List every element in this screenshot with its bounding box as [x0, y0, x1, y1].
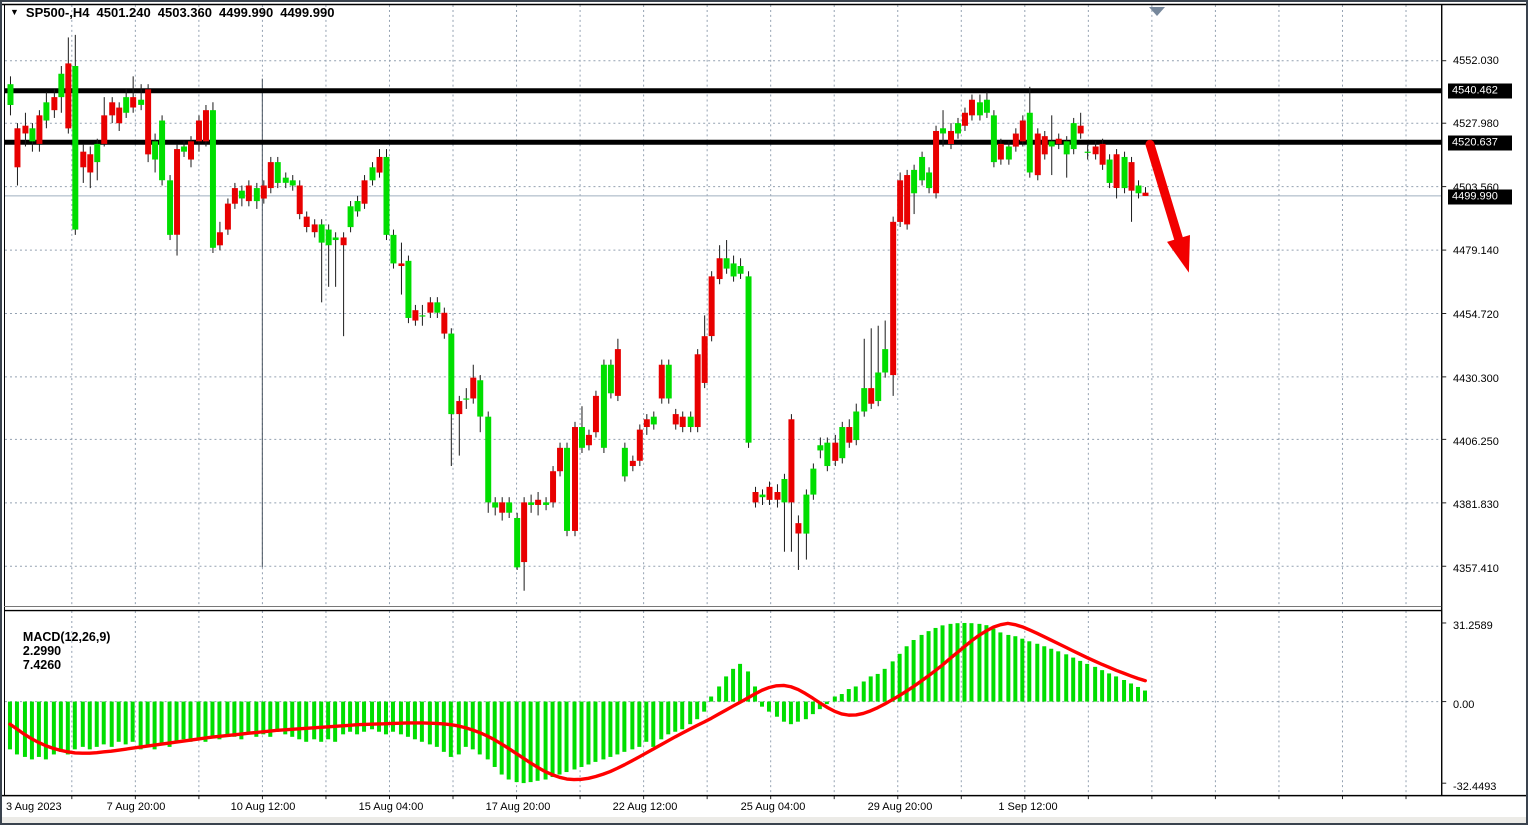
scroll-to-end-marker-icon[interactable]: [1149, 7, 1165, 16]
candles: [7, 34, 1149, 591]
price-axis-label: 4454.720: [1453, 309, 1499, 321]
ohlc-high: 4503.360: [157, 5, 212, 20]
trend-arrow[interactable]: [1145, 139, 1185, 249]
time-axis-label: 1 Sep 12:00: [998, 801, 1058, 813]
time-axis-label: 7 Aug 20:00: [106, 801, 166, 813]
chart-title: ▼ SP500-,H4 4501.240 4503.360 4499.990 4…: [10, 5, 334, 20]
trend-arrow-head: [1167, 234, 1190, 273]
time-axis-label: 22 Aug 12:00: [612, 801, 678, 813]
time-axis[interactable]: 3 Aug 2023 7 Aug 20:00 10 Aug 12:00 15 Aug …: [2, 801, 1445, 817]
price-badge: 4540.462: [1448, 83, 1512, 99]
macd-signal-value: 7.4260: [22, 658, 62, 672]
ohlc-close: 4499.990: [280, 5, 335, 20]
price-axis-label: 4527.980: [1453, 118, 1499, 130]
price-axis-label: 4381.830: [1453, 499, 1499, 511]
time-axis-label: 25 Aug 04:00: [740, 801, 806, 813]
time-axis-label: 10 Aug 12:00: [230, 801, 296, 813]
macd-axis-label: 31.2589: [1453, 620, 1493, 632]
symbol-dropdown-icon[interactable]: ▼: [10, 7, 19, 17]
price-badge: 4499.990: [1448, 189, 1512, 205]
ohlc-open: 4501.240: [96, 5, 151, 20]
price-badge: 4520.637: [1448, 135, 1512, 151]
time-axis-label: 29 Aug 20:00: [867, 801, 933, 813]
macd-main-value: 2.2990: [22, 644, 62, 658]
macd-axis-label: 0.00: [1453, 699, 1475, 711]
time-axis-label: 3 Aug 2023: [6, 801, 62, 813]
price-axis-label: 4357.410: [1453, 563, 1499, 575]
price-axis-label: 4552.030: [1453, 55, 1499, 67]
macd-signal-line: [8, 621, 1147, 782]
window-bottom-strip: [2, 817, 1526, 823]
macd-histogram: [7, 622, 1147, 784]
price-axis-label: 4430.300: [1453, 373, 1499, 385]
time-axis-label: 17 Aug 20:00: [485, 801, 551, 813]
ohlc-low: 4499.990: [218, 5, 274, 20]
macd-axis-label: -32.4493: [1453, 781, 1497, 793]
macd-indicator-label: MACD(12,26,9) 2.2990 7.4260: [9, 616, 116, 686]
price-axis[interactable]: 4552.030 4527.980 4503.560 4479.140 4454.720…: [1446, 2, 1526, 799]
symbol-period: SP500-,H4: [25, 5, 90, 20]
price-axis-label: 4479.140: [1453, 245, 1499, 257]
macd-name: MACD(12,26,9): [22, 630, 111, 644]
price-axis-label: 4406.250: [1453, 436, 1499, 448]
time-axis-label: 15 Aug 04:00: [358, 801, 424, 813]
